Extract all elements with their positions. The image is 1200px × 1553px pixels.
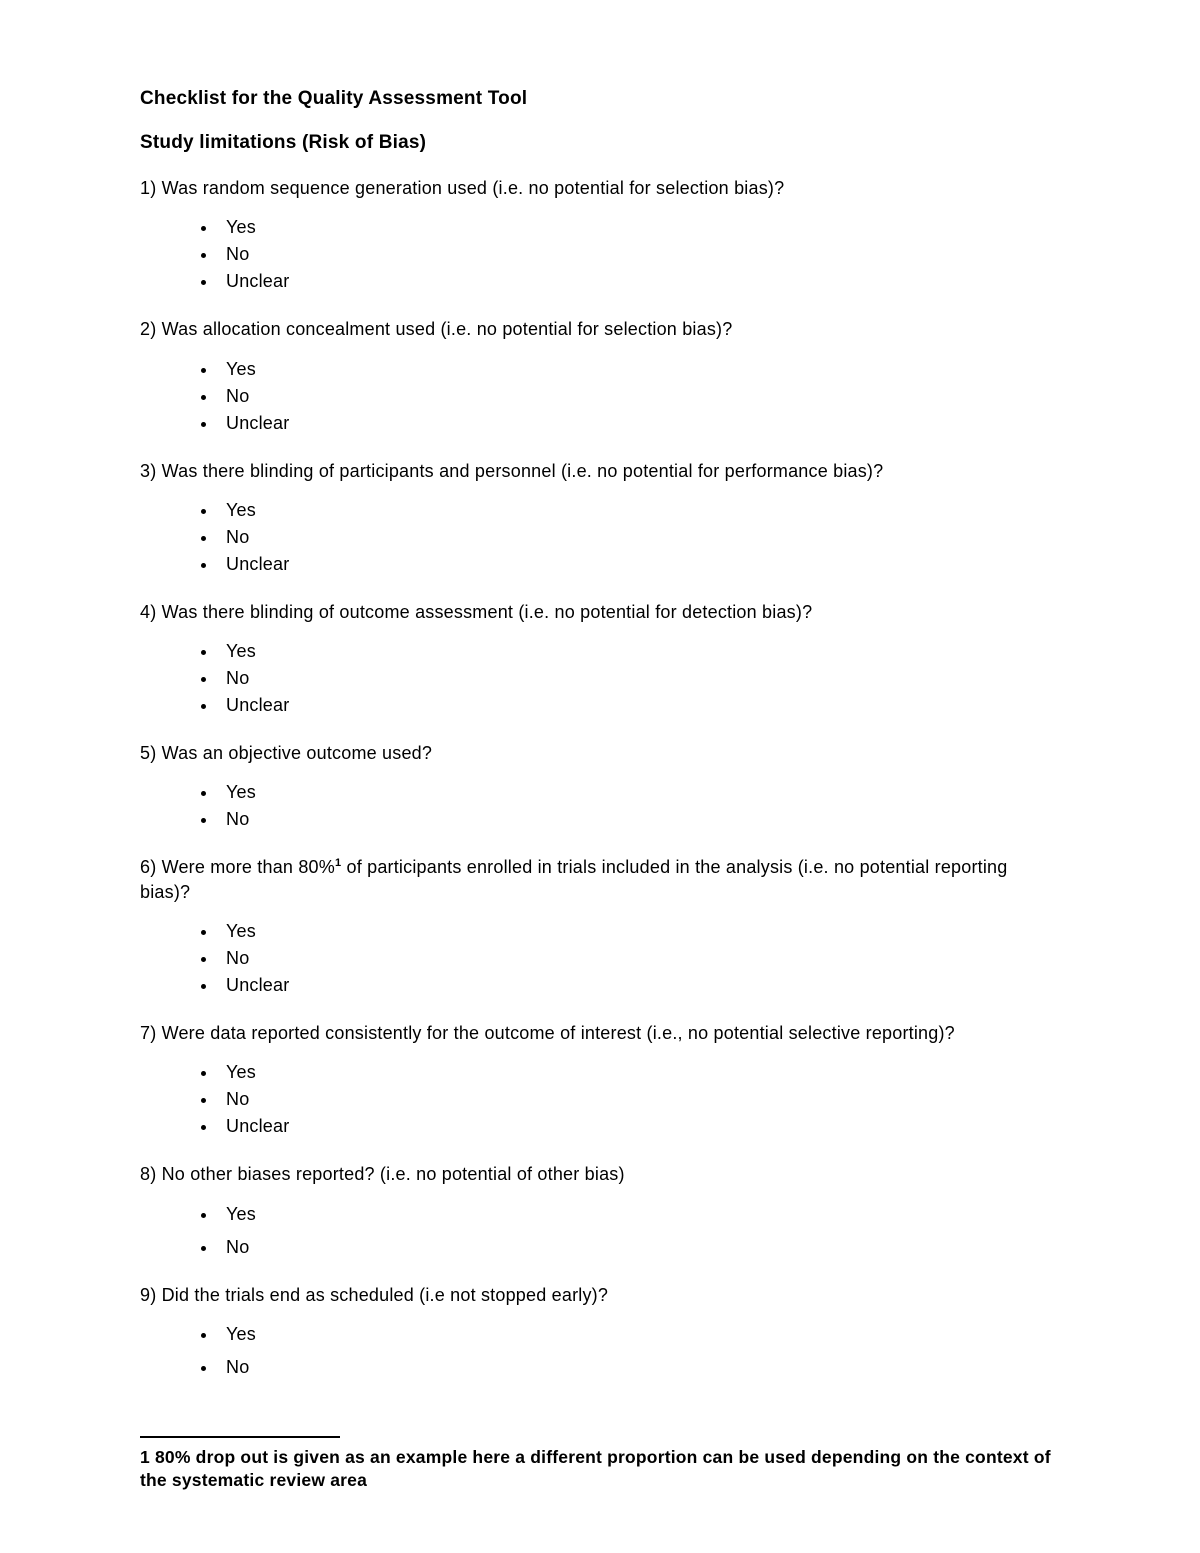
option-item: Unclear — [218, 410, 1060, 437]
question-number: 8) — [140, 1164, 156, 1184]
question: 2) Was allocation concealment used (i.e.… — [140, 317, 1060, 341]
question-number: 7) — [140, 1023, 156, 1043]
option-item: Yes — [218, 497, 1060, 524]
option-item: Yes — [218, 214, 1060, 241]
options-list: YesNo — [140, 779, 1060, 833]
options-list: YesNoUnclear — [140, 497, 1060, 578]
option-item: Yes — [218, 356, 1060, 383]
question-number: 1) — [140, 178, 156, 198]
option-item: Yes — [218, 1059, 1060, 1086]
question-text: No other biases reported? (i.e. no poten… — [162, 1164, 625, 1184]
question-number: 9) — [140, 1285, 156, 1305]
options-list: Yes No — [140, 1321, 1060, 1381]
option-item: Unclear — [218, 1113, 1060, 1140]
question: 6) Were more than 80%1 of participants e… — [140, 855, 1060, 904]
question-text: Was there blinding of participants and p… — [162, 461, 884, 481]
option-item: Yes — [218, 1321, 1060, 1348]
option-item: Yes — [218, 918, 1060, 945]
question: 1) Was random sequence generation used (… — [140, 176, 1060, 200]
options-list: Yes No — [140, 1201, 1060, 1261]
questions-container: 1) Was random sequence generation used (… — [140, 176, 1060, 1381]
question-number: 2) — [140, 319, 156, 339]
options-list: YesNoUnclear — [140, 918, 1060, 999]
option-item: No — [218, 665, 1060, 692]
question-text-pre: Were more than 80% — [162, 857, 335, 877]
footnote-text: 1 80% drop out is given as an example he… — [140, 1446, 1060, 1493]
option-item: No — [218, 945, 1060, 972]
question-text: Was allocation concealment used (i.e. no… — [162, 319, 733, 339]
question: 3) Was there blinding of participants an… — [140, 459, 1060, 483]
option-item: Unclear — [218, 692, 1060, 719]
question: 8) No other biases reported? (i.e. no po… — [140, 1162, 1060, 1186]
option-item: No — [218, 383, 1060, 410]
options-list: YesNoUnclear — [140, 638, 1060, 719]
question-number: 4) — [140, 602, 156, 622]
option-item: Yes — [218, 1201, 1060, 1228]
option-item: Unclear — [218, 268, 1060, 295]
question-number: 3) — [140, 461, 156, 481]
option-item: No — [218, 524, 1060, 551]
options-list: YesNoUnclear — [140, 1059, 1060, 1140]
document-title: Checklist for the Quality Assessment Too… — [140, 88, 1060, 110]
question-text: Were data reported consistently for the … — [162, 1023, 955, 1043]
option-item: Yes — [218, 779, 1060, 806]
question-text: Was random sequence generation used (i.e… — [162, 178, 785, 198]
option-item: No — [218, 241, 1060, 268]
option-item: No — [218, 1086, 1060, 1113]
question-text: Was an objective outcome used? — [162, 743, 432, 763]
option-item: No — [218, 1234, 1060, 1261]
options-list: YesNoUnclear — [140, 214, 1060, 295]
section-subtitle: Study limitations (Risk of Bias) — [140, 132, 1060, 154]
footnote-rule — [140, 1436, 340, 1438]
option-item: Yes — [218, 638, 1060, 665]
question: 5) Was an objective outcome used? — [140, 741, 1060, 765]
document-page: Checklist for the Quality Assessment Too… — [0, 0, 1200, 1553]
footnote-block: 1 80% drop out is given as an example he… — [140, 1436, 1060, 1493]
option-item: Unclear — [218, 551, 1060, 578]
option-item: No — [218, 806, 1060, 833]
option-item: No — [218, 1354, 1060, 1381]
question-text: Was there blinding of outcome assessment… — [162, 602, 813, 622]
question-number: 5) — [140, 743, 156, 763]
options-list: YesNoUnclear — [140, 356, 1060, 437]
question-text: Did the trials end as scheduled (i.e not… — [162, 1285, 608, 1305]
question: 4) Was there blinding of outcome assessm… — [140, 600, 1060, 624]
question-number: 6) — [140, 857, 156, 877]
question: 7) Were data reported consistently for t… — [140, 1021, 1060, 1045]
question: 9) Did the trials end as scheduled (i.e … — [140, 1283, 1060, 1307]
option-item: Unclear — [218, 972, 1060, 999]
